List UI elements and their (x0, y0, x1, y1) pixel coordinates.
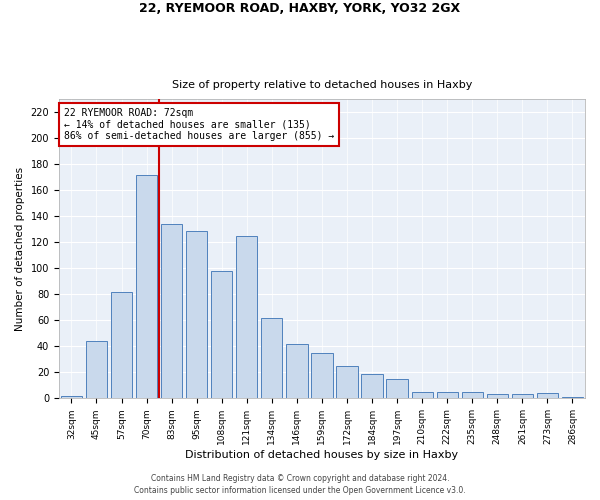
Bar (512, 394, 533, 398)
Bar (437, 392, 458, 398)
Bar (111, 292, 132, 399)
Bar (136, 174, 157, 398)
Bar (562, 397, 583, 398)
Bar (261, 318, 283, 398)
Bar (236, 236, 257, 398)
Bar (161, 224, 182, 398)
Bar (461, 392, 483, 398)
X-axis label: Distribution of detached houses by size in Haxby: Distribution of detached houses by size … (185, 450, 458, 460)
Bar (311, 353, 332, 399)
Bar (211, 271, 232, 398)
Bar (361, 374, 383, 398)
Bar (412, 392, 433, 398)
Bar (186, 230, 208, 398)
Bar (61, 396, 82, 398)
Bar (337, 366, 358, 398)
Text: 22, RYEMOOR ROAD, HAXBY, YORK, YO32 2GX: 22, RYEMOOR ROAD, HAXBY, YORK, YO32 2GX (139, 2, 461, 16)
Bar (86, 341, 107, 398)
Text: 22 RYEMOOR ROAD: 72sqm
← 14% of detached houses are smaller (135)
86% of semi-de: 22 RYEMOOR ROAD: 72sqm ← 14% of detached… (64, 108, 334, 142)
Bar (286, 344, 308, 398)
Bar (537, 393, 558, 398)
Bar (386, 379, 408, 398)
Text: Contains HM Land Registry data © Crown copyright and database right 2024.
Contai: Contains HM Land Registry data © Crown c… (134, 474, 466, 495)
Bar (487, 394, 508, 398)
Title: Size of property relative to detached houses in Haxby: Size of property relative to detached ho… (172, 80, 472, 90)
Y-axis label: Number of detached properties: Number of detached properties (15, 166, 25, 331)
